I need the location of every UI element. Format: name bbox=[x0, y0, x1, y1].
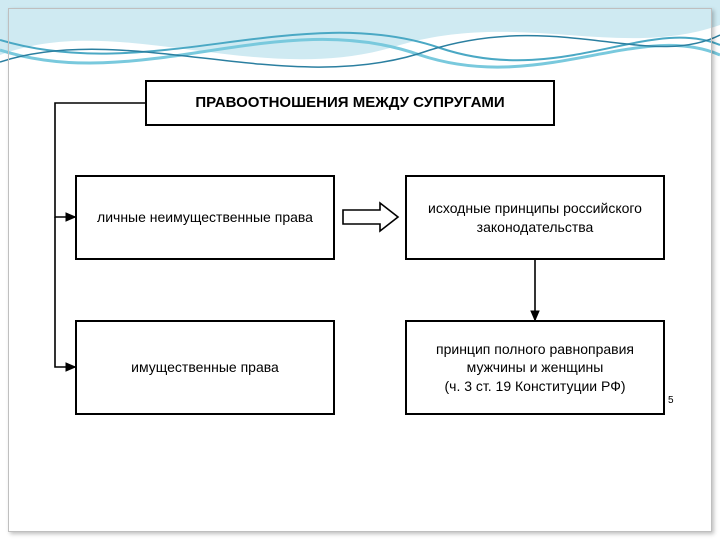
node-left1: личные неимущественные права bbox=[75, 175, 335, 260]
node-title-label: ПРАВООТНОШЕНИЯ МЕЖДУ СУПРУГАМИ bbox=[195, 93, 504, 113]
footnote-marker: 5 bbox=[668, 395, 674, 406]
node-right1-label: исходные принципы российского законодате… bbox=[417, 199, 653, 235]
node-right1: исходные принципы российского законодате… bbox=[405, 175, 665, 260]
node-right2-label: принцип полного равноправия мужчины и же… bbox=[417, 340, 653, 395]
node-left1-label: личные неимущественные права bbox=[97, 208, 313, 226]
node-left2: имущественные права bbox=[75, 320, 335, 415]
block-arrow bbox=[343, 203, 398, 231]
node-left2-label: имущественные права bbox=[131, 358, 279, 376]
node-right2: принцип полного равноправия мужчины и же… bbox=[405, 320, 665, 415]
node-title: ПРАВООТНОШЕНИЯ МЕЖДУ СУПРУГАМИ bbox=[145, 80, 555, 126]
diagram-container: ПРАВООТНОШЕНИЯ МЕЖДУ СУПРУГАМИ личные не… bbox=[0, 0, 720, 540]
